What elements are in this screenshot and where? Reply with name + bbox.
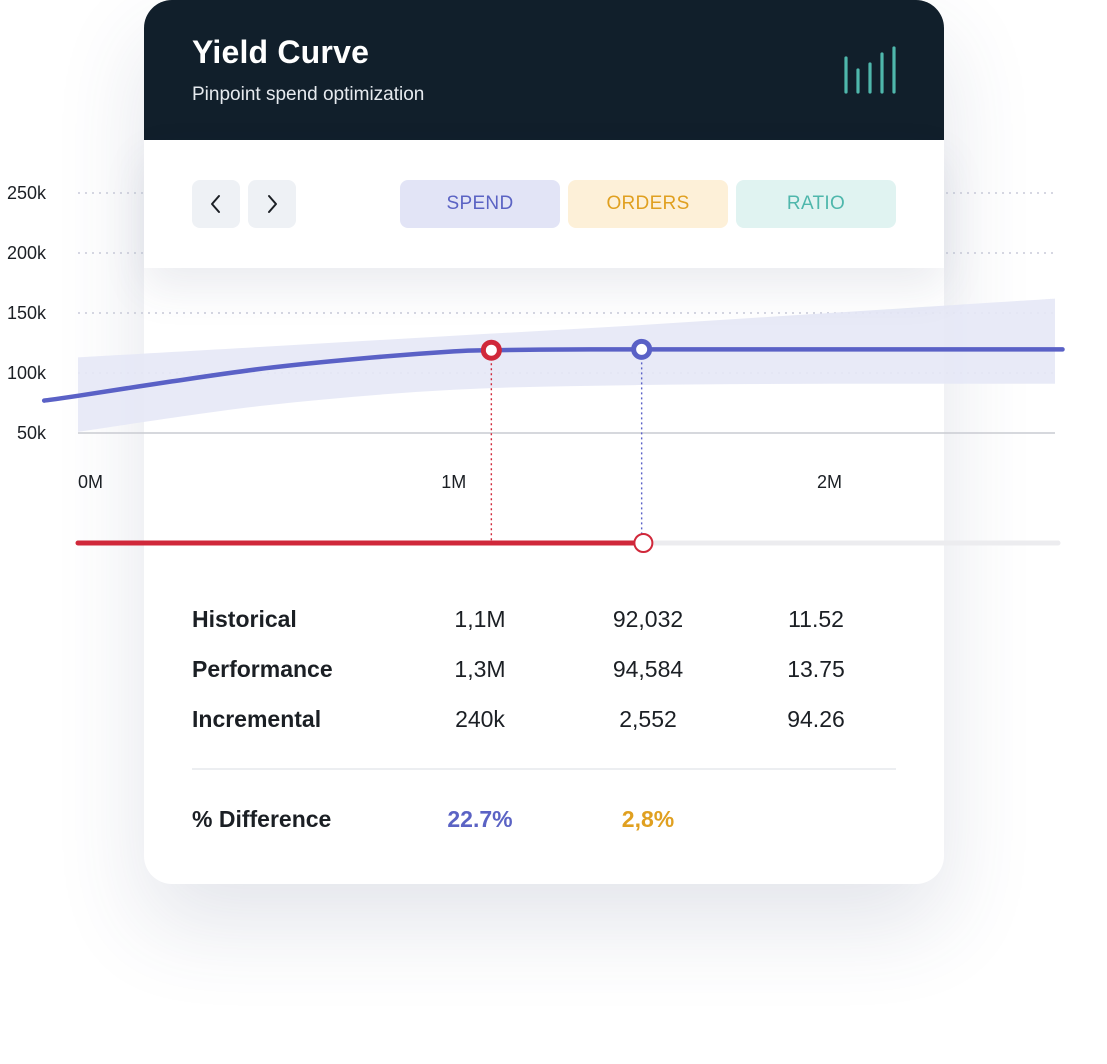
ratio-value: 11.52: [788, 606, 844, 632]
marker-guides: [490, 357, 643, 543]
previous-button[interactable]: [192, 180, 240, 228]
card-title: Yield Curve: [192, 34, 370, 70]
card-subtitle: Pinpoint spend optimization: [192, 84, 425, 105]
y-tick-label: 50k: [17, 423, 47, 443]
orders-value: 92,032: [612, 606, 684, 632]
chevron-right-icon: [268, 195, 277, 213]
spend-value: 1,1M: [454, 606, 506, 632]
y-tick-label: 150k: [7, 303, 47, 323]
table-divider: [192, 768, 896, 770]
y-tick-labels: 250k 200k 150k 100k 50k: [7, 183, 47, 443]
y-tick-label: 250k: [7, 183, 47, 203]
row-label: Performance: [192, 656, 333, 682]
yield-curve-chart: 250k 200k 150k 100k 50k 0M 1M 2M: [7, 183, 1065, 553]
row-label: Incremental: [192, 706, 322, 732]
stats-table: Historical 1,1M 92,032 11.52 Performance…: [144, 590, 944, 850]
chevron-left-icon: [211, 195, 220, 213]
spend-value: 240k: [455, 706, 505, 732]
row-label: Historical: [192, 606, 297, 632]
x-tick-label: 1M: [441, 472, 466, 492]
orders-value: 2,552: [619, 706, 677, 732]
curve-marker[interactable]: [480, 339, 502, 361]
y-tick-label: 200k: [7, 243, 47, 263]
spend-slider[interactable]: [75, 533, 1061, 553]
slider-handle[interactable]: [633, 533, 654, 553]
orders-value: 94,584: [612, 656, 684, 682]
tab-ratio[interactable]: RATIO: [736, 180, 896, 228]
series-line: [41, 347, 1065, 403]
curve-marker[interactable]: [631, 338, 653, 360]
chart-toolbar: SPEND ORDERS RATIO: [144, 140, 944, 268]
card-header: Yield Curve Pinpoint spend optimization: [144, 0, 944, 140]
ratio-value: 94.26: [787, 706, 845, 732]
y-tick-label: 100k: [7, 363, 47, 383]
x-tick-labels: 0M 1M 2M: [78, 472, 842, 492]
tab-orders[interactable]: ORDERS: [568, 180, 728, 228]
spend-value: 1,3M: [454, 656, 506, 682]
tab-spend[interactable]: SPEND: [400, 180, 560, 228]
x-tick-label: 0M: [78, 472, 103, 492]
spend-difference: 22.7%: [447, 806, 513, 832]
confidence-band: [78, 298, 1055, 432]
markers: [480, 338, 653, 361]
x-tick-label: 2M: [817, 472, 842, 492]
bar-chart-icon: [844, 46, 896, 94]
next-button[interactable]: [248, 180, 296, 228]
difference-label: % Difference: [192, 806, 332, 832]
ratio-value: 13.75: [787, 656, 845, 682]
orders-difference: 2,8%: [621, 806, 675, 832]
